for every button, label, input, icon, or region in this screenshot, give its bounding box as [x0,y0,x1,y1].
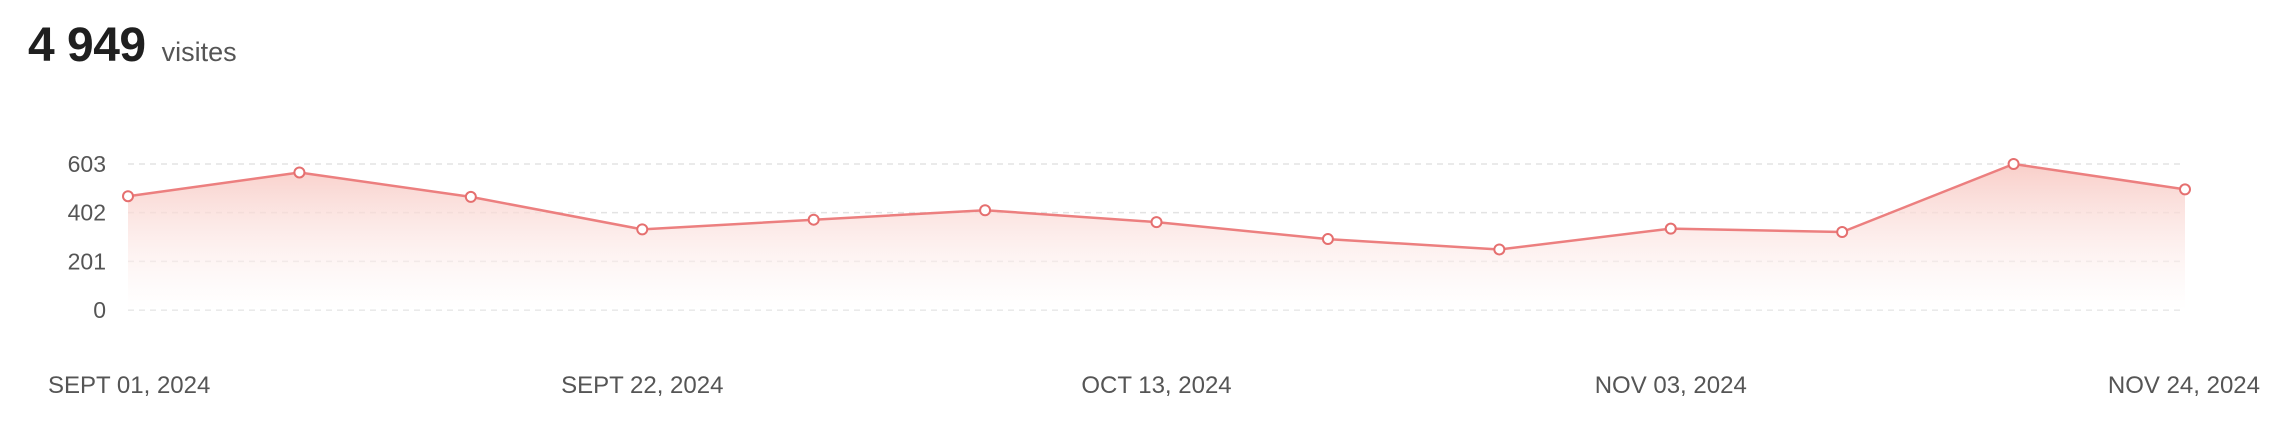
x-tick-label: NOV 03, 2024 [1595,372,1747,399]
x-axis-ticks: SEPT 01, 2024 SEPT 22, 2024 OCT 13, 2024 NO… [48,372,2260,399]
data-point [293,166,306,179]
data-point [2179,183,2191,196]
x-tick-label: OCT 13, 2024 [1081,372,1231,399]
total-visits-unit: visites [161,37,237,67]
y-tick-label: 402 [68,200,106,226]
y-tick-label: 0 [93,297,106,323]
data-point [636,223,649,236]
data-points [122,158,2191,256]
x-tick-label: SEPT 01, 2024 [48,372,210,399]
x-tick-label: SEPT 22, 2024 [561,372,723,399]
data-point [122,190,134,203]
y-tick-label: 201 [68,248,106,274]
series-area [128,164,2185,310]
data-point [464,190,477,203]
y-axis-ticks: 0 201 402 603 [68,151,106,323]
x-tick-label: NOV 24, 2024 [2108,372,2260,399]
visits-summary: 4 949 visites [28,18,237,73]
data-point [1493,243,1506,256]
data-point [807,213,820,226]
data-point [2007,158,2020,170]
y-tick-label: 603 [68,151,106,177]
data-point [979,204,992,217]
data-point [1664,222,1677,235]
total-visits-value: 4 949 [28,19,146,72]
data-point [1836,226,1849,239]
data-point [1321,233,1334,246]
data-point [1150,216,1163,229]
